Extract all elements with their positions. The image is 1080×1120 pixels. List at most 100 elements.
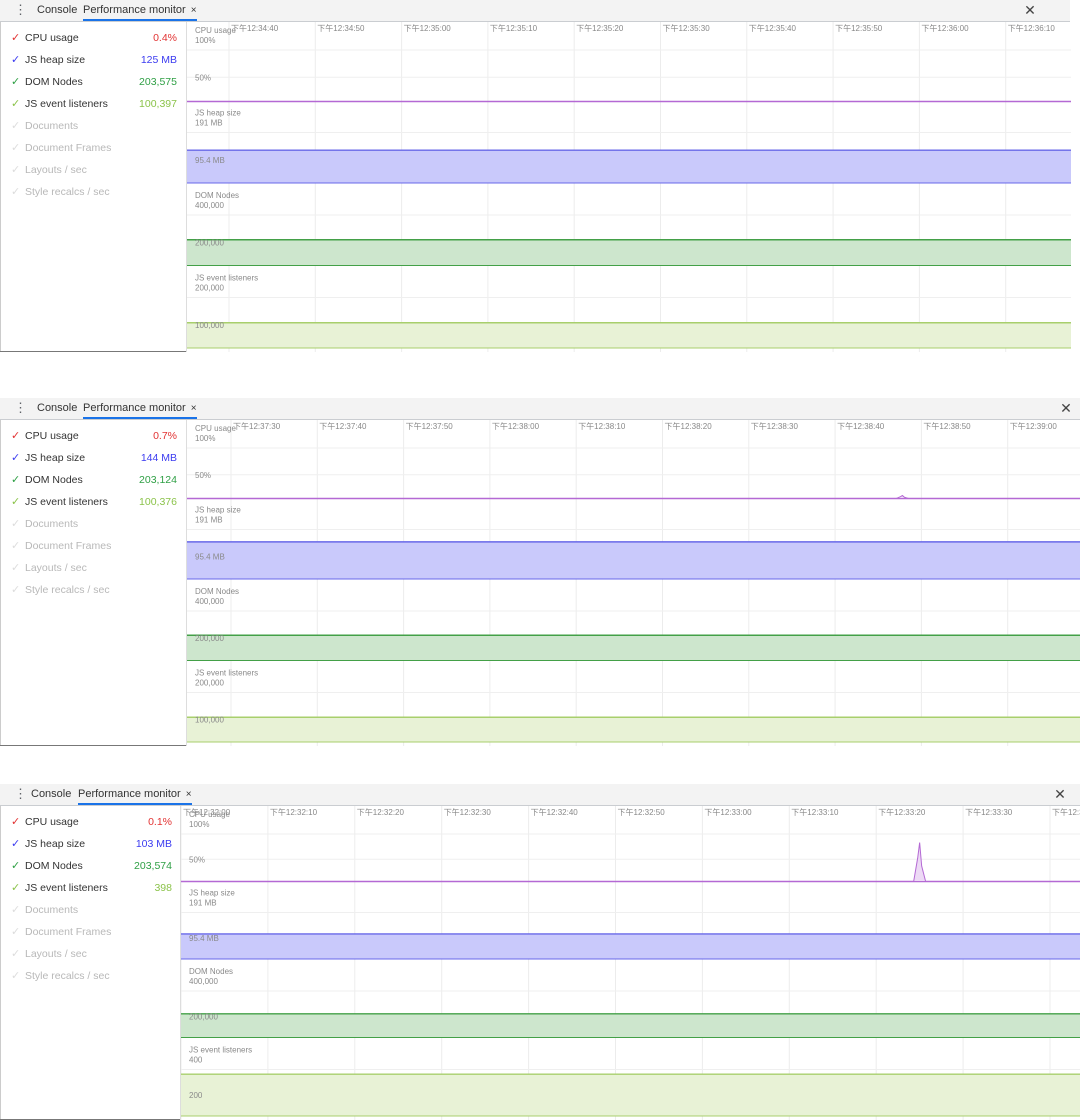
- tab-performance-monitor[interactable]: Performance monitor ×: [78, 784, 192, 805]
- devtools-tab-bar: ⋮ Console Performance monitor × ✕: [0, 398, 1080, 420]
- metric-toggle[interactable]: ✓ Documents: [1, 899, 181, 921]
- chart-max-label: 200,000: [195, 284, 224, 293]
- time-tick-label: 下午12:32:40: [531, 807, 579, 817]
- charts-svg: 下午12:34:40 下午12:34:50 下午12:35:00 下午12:35:10…: [187, 22, 1071, 352]
- time-tick-label: 下午12:33:30: [965, 807, 1013, 817]
- series-area: [187, 239, 1071, 266]
- metric-label: Layouts / sec: [25, 164, 87, 176]
- time-tick-label: 下午12:36:10: [1008, 23, 1056, 33]
- time-tick-label: 下午12:3: [1052, 807, 1080, 817]
- time-tick-label: 下午12:38:30: [751, 421, 799, 431]
- metric-toggle[interactable]: ✓ Layouts / sec: [1, 159, 187, 181]
- metric-toggle[interactable]: ✓ DOM Nodes 203,574: [1, 855, 181, 877]
- metric-toggle[interactable]: ✓ Documents: [1, 115, 187, 137]
- metric-toggle[interactable]: ✓ JS heap size 144 MB: [1, 447, 187, 469]
- checkmark-icon: ✓: [11, 882, 21, 894]
- time-tick-label: 下午12:32:20: [357, 807, 405, 817]
- metric-label: CPU usage: [25, 430, 79, 442]
- close-panel-icon[interactable]: ✕: [1060, 400, 1072, 416]
- close-panel-icon[interactable]: ✕: [1024, 2, 1036, 18]
- metric-toggle[interactable]: ✓ JS event listeners 398: [1, 877, 181, 899]
- chart-mid-label: 100,000: [195, 321, 224, 330]
- time-tick-label: 下午12:33:00: [704, 807, 752, 817]
- checkmark-icon: ✓: [11, 474, 21, 486]
- time-tick-label: 下午12:38:20: [665, 421, 713, 431]
- charts-svg: 下午12:32:00 下午12:32:10 下午12:32:20 下午12:32:30…: [181, 806, 1080, 1120]
- metric-toggle[interactable]: ✓ Layouts / sec: [1, 943, 181, 965]
- charts-area: 下午12:32:00 下午12:32:10 下午12:32:20 下午12:32:30…: [180, 806, 1080, 1120]
- metric-label: Document Frames: [25, 142, 112, 154]
- metric-toggle[interactable]: ✓ Documents: [1, 513, 187, 535]
- metric-value: 0.1%: [148, 816, 172, 828]
- chart-title: CPU usage: [189, 810, 230, 819]
- time-tick-label: 下午12:37:30: [233, 421, 281, 431]
- time-tick-label: 下午12:32:30: [444, 807, 492, 817]
- metric-toggle[interactable]: ✓ Layouts / sec: [1, 557, 187, 579]
- metric-toggle[interactable]: ✓ Document Frames: [1, 535, 187, 557]
- metric-value: 125 MB: [140, 54, 177, 66]
- metric-toggle[interactable]: ✓ CPU usage 0.1%: [1, 811, 181, 833]
- metric-toggle[interactable]: ✓ Style recalcs / sec: [1, 579, 187, 601]
- tab-console[interactable]: Console: [37, 4, 78, 16]
- close-panel-icon[interactable]: ✕: [1054, 786, 1066, 802]
- metric-toggle[interactable]: ✓ JS heap size 125 MB: [1, 49, 187, 71]
- tab-performance-monitor[interactable]: Performance monitor ×: [83, 0, 197, 21]
- time-tick-label: 下午12:39:00: [1010, 421, 1058, 431]
- metric-toggle[interactable]: ✓ Style recalcs / sec: [1, 181, 187, 203]
- tab-close-icon[interactable]: ×: [185, 789, 192, 800]
- metrics-sidebar: ✓ CPU usage 0.7% ✓ JS heap size 144 MB ✓ DOM No…: [0, 420, 187, 746]
- checkmark-icon: ✓: [11, 142, 21, 154]
- checkmark-icon: ✓: [11, 496, 21, 508]
- more-menu-icon[interactable]: ⋮: [14, 400, 27, 415]
- checkmark-icon: ✓: [11, 904, 21, 916]
- metric-label: DOM Nodes: [25, 76, 83, 88]
- time-tick-label: 下午12:34:40: [231, 23, 279, 33]
- time-tick-label: 下午12:32:50: [618, 807, 666, 817]
- series-area: [187, 717, 1080, 742]
- metric-toggle[interactable]: ✓ DOM Nodes 203,575: [1, 71, 187, 93]
- checkmark-icon: ✓: [11, 838, 21, 850]
- chart-max-label: 191 MB: [195, 516, 223, 525]
- metric-toggle[interactable]: ✓ CPU usage 0.7%: [1, 425, 187, 447]
- time-tick-label: 下午12:32:00: [183, 807, 231, 817]
- time-tick-label: 下午12:35:40: [749, 23, 797, 33]
- chart-max-label: 100%: [189, 820, 209, 829]
- metric-toggle[interactable]: ✓ JS event listeners 100,397: [1, 93, 187, 115]
- metric-label: Style recalcs / sec: [25, 584, 110, 596]
- metric-toggle[interactable]: ✓ Style recalcs / sec: [1, 965, 181, 987]
- chart-mid-label: 95.4 MB: [195, 156, 225, 165]
- metric-toggle[interactable]: ✓ JS heap size 103 MB: [1, 833, 181, 855]
- metric-toggle[interactable]: ✓ JS event listeners 100,376: [1, 491, 187, 513]
- metric-toggle[interactable]: ✓ DOM Nodes 203,124: [1, 469, 187, 491]
- tab-console[interactable]: Console: [31, 788, 72, 800]
- checkmark-icon: ✓: [11, 926, 21, 938]
- chart-title: DOM Nodes: [189, 967, 233, 976]
- time-tick-label: 下午12:38:40: [837, 421, 885, 431]
- metric-label: CPU usage: [25, 816, 79, 828]
- cpu-spike: [896, 494, 909, 499]
- tab-close-icon[interactable]: ×: [190, 5, 197, 16]
- time-tick-label: 下午12:36:00: [921, 23, 969, 33]
- metric-toggle[interactable]: ✓ Document Frames: [1, 137, 187, 159]
- metric-toggle[interactable]: ✓ Document Frames: [1, 921, 181, 943]
- chart-mid-label: 50%: [195, 471, 211, 480]
- more-menu-icon[interactable]: ⋮: [14, 2, 27, 17]
- chart-title: JS event listeners: [195, 669, 258, 678]
- checkmark-icon: ✓: [11, 430, 21, 442]
- tab-performance-monitor[interactable]: Performance monitor ×: [83, 398, 197, 419]
- more-menu-icon[interactable]: ⋮: [14, 786, 27, 801]
- metric-value: 144 MB: [140, 452, 177, 464]
- checkmark-icon: ✓: [11, 120, 21, 132]
- chart-title: DOM Nodes: [195, 191, 239, 200]
- tab-close-icon[interactable]: ×: [190, 403, 197, 414]
- tab-console[interactable]: Console: [37, 402, 78, 414]
- metric-toggle[interactable]: ✓ CPU usage 0.4%: [1, 27, 187, 49]
- checkmark-icon: ✓: [11, 540, 21, 552]
- chart-mid-label: 100,000: [195, 715, 224, 724]
- chart-max-label: 100%: [195, 434, 215, 443]
- checkmark-icon: ✓: [11, 32, 21, 44]
- checkmark-icon: ✓: [11, 98, 21, 110]
- chart-title: JS heap size: [189, 889, 235, 898]
